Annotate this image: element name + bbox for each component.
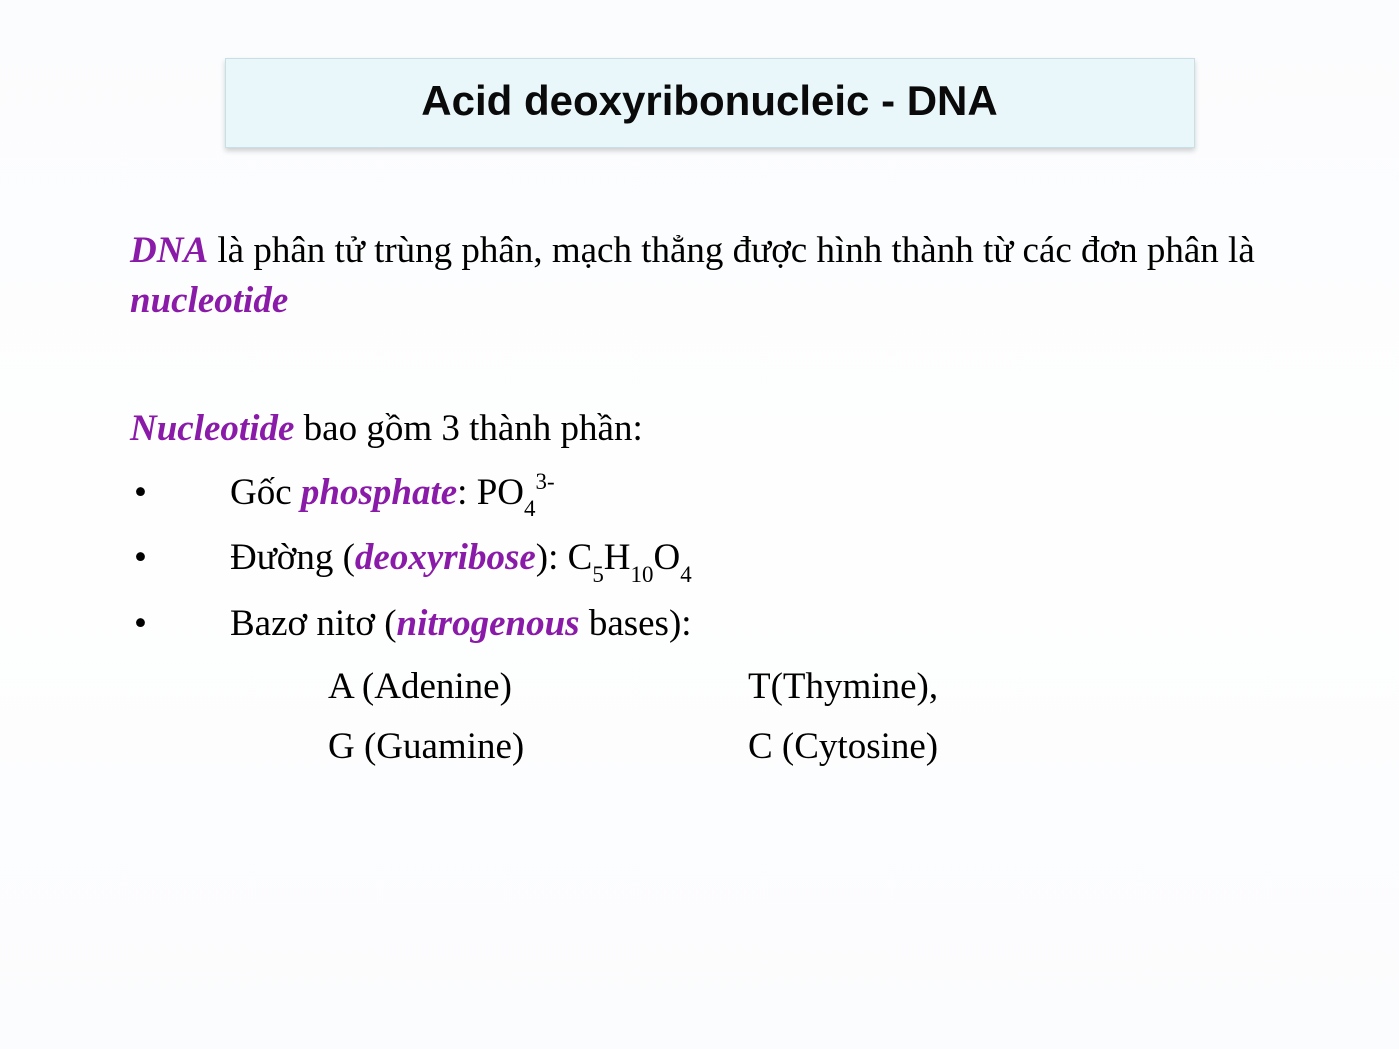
list-item-deoxyribose: Đường (deoxyribose): C5H10O4 — [230, 533, 1289, 586]
intro-paragraph: DNA là phân tử trùng phân, mạch thẳng đư… — [130, 226, 1289, 326]
list-item: • Bazơ nitơ (nitrogenous bases): — [130, 599, 1289, 649]
emphasis-nucleotide-2: Nucleotide — [130, 408, 294, 449]
emphasis-nitrogenous: nitrogenous — [397, 603, 580, 644]
emphasis-dna: DNA — [130, 230, 208, 271]
base-guanine: G (Guamine) — [328, 722, 748, 772]
bases-row: A (Adenine) T(Thymine), — [328, 662, 1289, 712]
bullet-icon: • — [130, 468, 230, 518]
list-item: • Đường (deoxyribose): C5H10O4 — [130, 533, 1289, 586]
superscript: 3- — [535, 469, 554, 494]
text: O — [653, 537, 680, 578]
slide-title: Acid deoxyribonucleic - DNA — [421, 77, 997, 124]
emphasis-deoxyribose: deoxyribose — [355, 537, 536, 578]
slide: Acid deoxyribonucleic - DNA DNA là phân … — [0, 0, 1399, 1049]
text: H — [604, 537, 631, 578]
emphasis-phosphate: phosphate — [301, 472, 457, 513]
text: Bazơ nitơ ( — [230, 603, 397, 644]
list-item-phosphate: Gốc phosphate: PO43- — [230, 468, 1289, 521]
emphasis-nucleotide: nucleotide — [130, 280, 288, 321]
list-item-bases: Bazơ nitơ (nitrogenous bases): — [230, 599, 1289, 649]
text: : PO — [457, 472, 524, 513]
bases-row: G (Guamine) C (Cytosine) — [328, 722, 1289, 772]
components-heading-rest: bao gồm 3 thành phần: — [294, 408, 642, 449]
bullet-icon: • — [130, 533, 230, 583]
subscript: 4 — [524, 496, 535, 521]
base-thymine: T(Thymine), — [748, 662, 1289, 712]
components-list: • Gốc phosphate: PO43- • Đường (deoxyrib… — [130, 468, 1289, 649]
title-box: Acid deoxyribonucleic - DNA — [225, 58, 1195, 148]
text: ): C — [536, 537, 593, 578]
bases-grid: A (Adenine) T(Thymine), G (Guamine) C (C… — [328, 662, 1289, 772]
subscript: 10 — [631, 562, 654, 587]
bullet-icon: • — [130, 599, 230, 649]
base-cytosine: C (Cytosine) — [748, 722, 1289, 772]
subscript: 5 — [592, 562, 603, 587]
slide-content: DNA là phân tử trùng phân, mạch thẳng đư… — [130, 226, 1289, 772]
text: Gốc — [230, 472, 301, 513]
text: bases): — [580, 603, 692, 644]
base-adenine: A (Adenine) — [328, 662, 748, 712]
components-heading: Nucleotide bao gồm 3 thành phần: — [130, 404, 1289, 454]
text: Đường ( — [230, 537, 355, 578]
list-item: • Gốc phosphate: PO43- — [130, 468, 1289, 521]
intro-text-1: là phân tử trùng phân, mạch thẳng được h… — [208, 230, 1255, 271]
subscript: 4 — [680, 562, 691, 587]
